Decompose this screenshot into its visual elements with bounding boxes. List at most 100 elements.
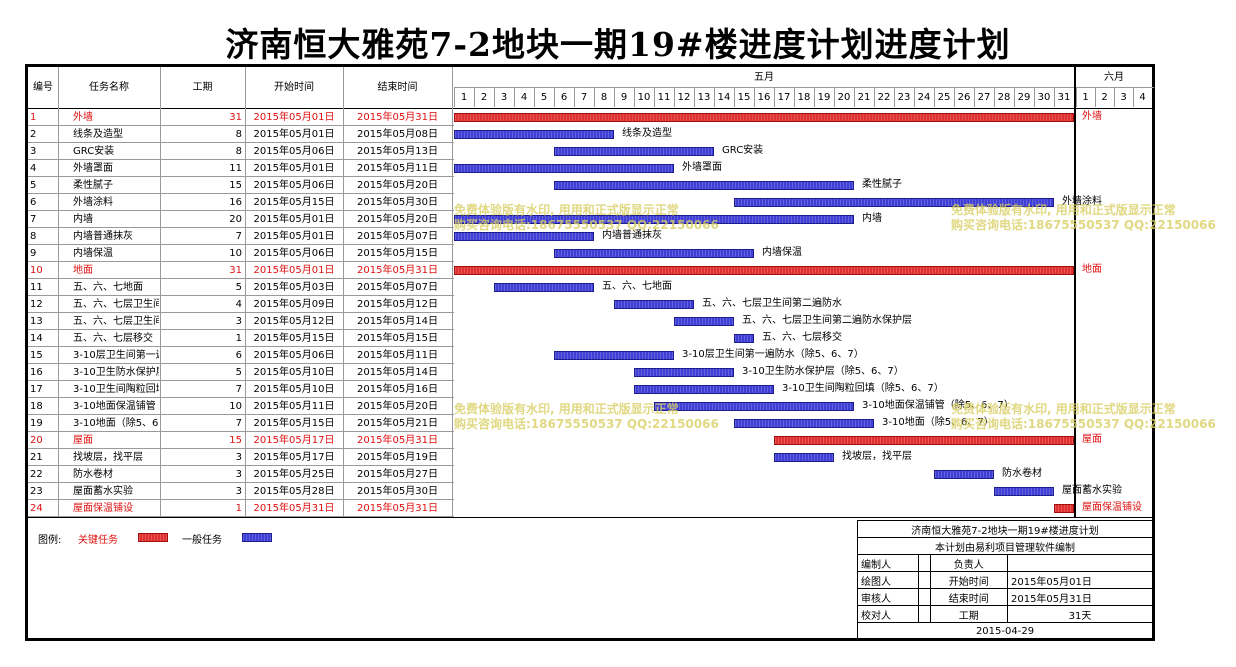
task-bar[interactable] [494, 283, 594, 292]
task-bar-label: 防水卷材 [1002, 468, 1042, 479]
task-dur-cell: 15 [229, 180, 242, 191]
day-header: 26 [957, 92, 971, 103]
task-bar[interactable] [734, 419, 874, 428]
header-bottom-line [28, 108, 1152, 109]
task-bar[interactable] [554, 181, 854, 190]
watermark-line1: 免费体验版有水印, 用用和正式版显示正常 [951, 203, 1176, 217]
task-bar[interactable] [734, 198, 1054, 207]
task-bar[interactable] [934, 470, 994, 479]
task-end-cell: 2015年05月20日 [357, 401, 438, 412]
task-bar[interactable] [674, 317, 734, 326]
critical-task-bar[interactable] [774, 436, 1074, 445]
column-divider [452, 67, 453, 517]
task-end-cell: 2015年05月07日 [357, 231, 438, 242]
task-start-cell: 2015年05月15日 [253, 333, 335, 344]
critical-task-bar[interactable] [1054, 504, 1074, 513]
legend-critical-swatch [138, 533, 168, 542]
info-row: 审核人 结束时间 2015年05月31日 [857, 588, 1154, 606]
task-bar[interactable] [554, 147, 714, 156]
day-divider [874, 87, 875, 107]
task-start-cell: 2015年05月17日 [253, 435, 335, 446]
task-id-cell: 22 [30, 469, 43, 480]
task-bar[interactable] [654, 402, 854, 411]
drawer-label: 绘图人 [857, 571, 919, 589]
task-bar-label: 3-10地面（除5、6、7） [882, 417, 994, 428]
end-label: 结束时间 [929, 588, 1008, 606]
task-bar-label: 五、六、七层卫生间第二遍防水保护层 [742, 315, 912, 326]
row-divider [28, 142, 454, 143]
task-start-cell: 2015年05月01日 [253, 214, 335, 225]
task-end-cell: 2015年05月20日 [357, 180, 438, 191]
task-bar[interactable] [634, 385, 774, 394]
day-divider [834, 87, 835, 107]
task-start-cell: 2015年05月01日 [253, 265, 335, 276]
task-bar[interactable] [734, 334, 754, 343]
task-start-cell: 2015年05月01日 [253, 112, 335, 123]
day-header: 8 [600, 92, 608, 103]
critical-task-bar[interactable] [454, 266, 1074, 275]
task-bar[interactable] [554, 351, 674, 360]
row-divider [28, 397, 454, 398]
day-divider [774, 87, 775, 107]
task-id-cell: 2 [30, 129, 37, 140]
task-name-cell: 防水卷材 [73, 469, 113, 480]
info-row: 校对人 工期 31天 [857, 605, 1154, 623]
task-dur-cell: 7 [235, 384, 242, 395]
watermark-text: 免费体验版有水印, 用用和正式版显示正常 购买咨询电话:18675550537 Q… [951, 203, 1216, 233]
day-divider [614, 87, 615, 107]
task-end-cell: 2015年05月27日 [357, 469, 438, 480]
task-bar[interactable] [614, 300, 694, 309]
day-header: 3 [1120, 92, 1127, 103]
task-start-cell: 2015年05月10日 [253, 367, 335, 378]
task-dur-cell: 1 [235, 333, 242, 344]
day-header: 6 [560, 92, 568, 103]
task-dur-cell: 3 [235, 452, 242, 463]
task-bar[interactable] [634, 368, 734, 377]
task-start-cell: 2015年05月06日 [253, 350, 335, 361]
task-bar-label: 找坡层，找平层 [842, 451, 912, 462]
row-divider [28, 261, 454, 262]
reviewer-value [918, 588, 931, 606]
gantt-frame: 编号 任务名称 工期 开始时间 结束时间 五月 六月 1 2 3 4 5 6 7 8 9 10 11 12 13 14 1… [25, 64, 1216, 641]
day-header: 24 [917, 92, 931, 103]
task-bar-label: 外墙涂料 [1062, 196, 1102, 207]
task-bar[interactable] [774, 453, 834, 462]
column-header-start: 开始时间 [274, 82, 314, 93]
day-divider [534, 87, 535, 107]
month-header-may: 五月 [754, 72, 774, 83]
task-bar-label: 地面 [1082, 264, 1102, 275]
task-id-cell: 3 [30, 146, 37, 157]
info-row: 绘图人 开始时间 2015年05月01日 [857, 571, 1154, 589]
day-header: 18 [797, 92, 811, 103]
row-divider [28, 329, 454, 330]
critical-task-bar[interactable] [454, 113, 1074, 122]
task-bar[interactable] [454, 215, 854, 224]
task-bar[interactable] [454, 232, 594, 241]
task-bar[interactable] [454, 130, 614, 139]
task-bar[interactable] [994, 487, 1054, 496]
task-name-cell: 柔性腻子 [73, 180, 113, 191]
task-bar-label: 3-10卫生防水保护层（除5、6、7） [742, 366, 904, 377]
day-divider [914, 87, 915, 107]
row-divider [28, 482, 454, 483]
day-divider [1133, 87, 1134, 107]
task-bar[interactable] [454, 164, 674, 173]
header-divider [454, 87, 1154, 88]
task-bar[interactable] [554, 249, 754, 258]
duration-label: 工期 [929, 605, 1008, 623]
task-start-cell: 2015年05月06日 [253, 180, 335, 191]
watermark-line2: 购买咨询电话:18675550537 QQ:22150066 [951, 218, 1216, 232]
task-id-cell: 14 [30, 333, 43, 344]
task-end-cell: 2015年05月16日 [357, 384, 438, 395]
day-header: 28 [997, 92, 1011, 103]
plan-date: 2015-04-29 [857, 622, 1153, 640]
start-label: 开始时间 [929, 571, 1008, 589]
row-divider [28, 227, 454, 228]
watermark-line1: 免费体验版有水印, 用用和正式版显示正常 [454, 402, 679, 416]
day-header: 20 [837, 92, 851, 103]
task-end-cell: 2015年05月21日 [357, 418, 438, 429]
day-header: 23 [897, 92, 911, 103]
row-divider [28, 414, 454, 415]
day-header: 29 [1017, 92, 1031, 103]
task-end-cell: 2015年05月14日 [357, 316, 438, 327]
